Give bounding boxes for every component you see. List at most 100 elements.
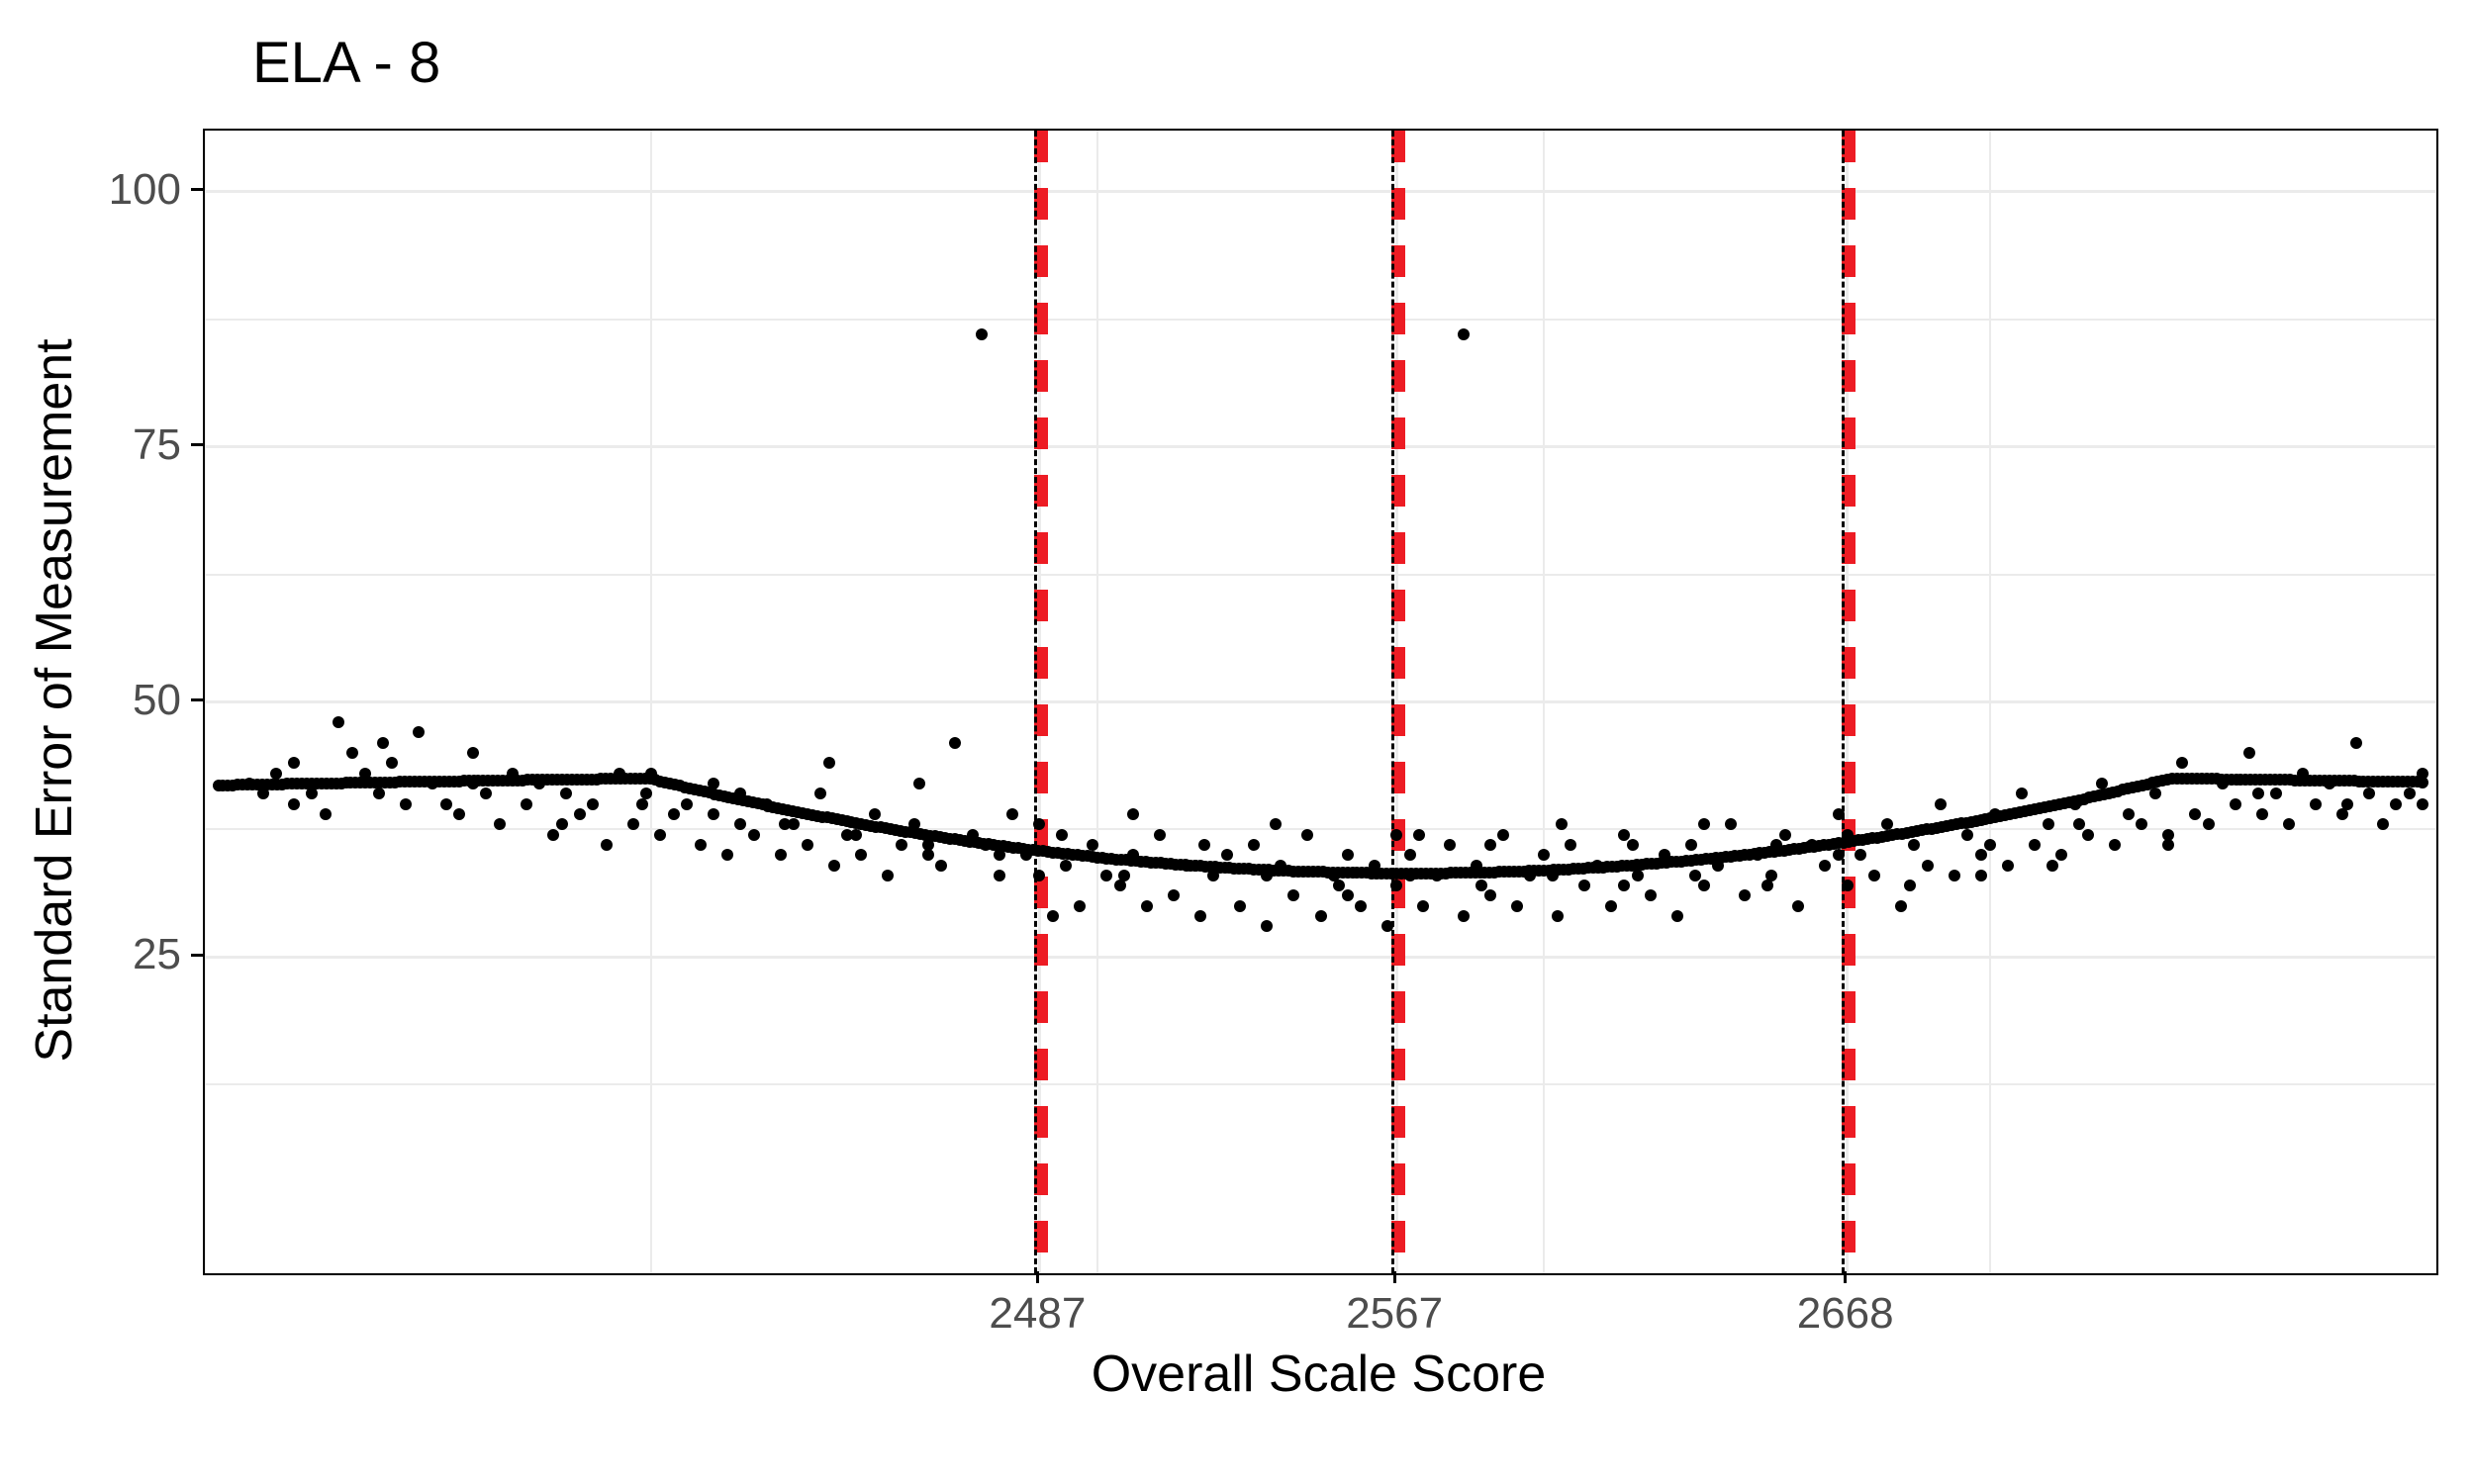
y-tick-label: 75	[133, 420, 181, 470]
data-point	[855, 849, 867, 861]
data-point	[1404, 870, 1416, 881]
data-point	[556, 818, 568, 830]
x-tick-mark	[1036, 1271, 1039, 1283]
data-point	[1547, 870, 1559, 881]
data-point	[1221, 849, 1233, 861]
data-point	[2297, 768, 2309, 780]
data-point	[1248, 839, 1260, 851]
data-point	[377, 737, 389, 749]
data-point	[1315, 910, 1327, 922]
data-point	[1552, 910, 1564, 922]
data-point	[2217, 778, 2229, 789]
data-point	[814, 788, 826, 799]
data-point	[2109, 839, 2121, 851]
data-point	[507, 768, 519, 780]
reference-line	[1034, 131, 1048, 1273]
data-point	[1712, 860, 1724, 872]
data-point	[1287, 889, 1299, 901]
data-point	[1578, 880, 1590, 891]
grid-line-horizontal	[205, 956, 2436, 959]
data-point	[1390, 880, 1402, 891]
data-point	[2341, 798, 2353, 810]
data-point	[2189, 808, 2201, 820]
data-point	[645, 768, 657, 780]
data-point	[1881, 818, 1893, 830]
data-point	[440, 798, 452, 810]
data-point	[1342, 849, 1354, 861]
data-point	[333, 716, 344, 728]
data-point	[1301, 829, 1313, 841]
data-point	[2162, 839, 2174, 851]
data-point	[1127, 849, 1139, 861]
data-point	[1556, 818, 1568, 830]
reference-line	[1842, 131, 1856, 1273]
data-point	[681, 798, 693, 810]
data-point	[1381, 920, 1393, 932]
data-point	[2149, 788, 2161, 799]
data-point	[1752, 849, 1763, 861]
data-point	[708, 808, 719, 820]
data-point	[2252, 788, 2264, 799]
data-point	[1770, 839, 1782, 851]
data-point	[734, 788, 746, 799]
data-point	[695, 839, 707, 851]
data-point	[908, 818, 920, 830]
data-point	[1404, 849, 1416, 861]
data-point	[2336, 808, 2348, 820]
data-point	[359, 768, 371, 780]
data-point	[2230, 798, 2241, 810]
data-point	[1154, 829, 1166, 841]
data-point	[288, 798, 300, 810]
grid-line-horizontal	[205, 190, 2436, 193]
data-point	[1698, 880, 1710, 891]
data-point	[775, 849, 787, 861]
x-tick-mark	[1844, 1271, 1847, 1283]
data-point	[1904, 880, 1916, 891]
data-point	[2136, 818, 2147, 830]
data-point	[1671, 910, 1683, 922]
data-point	[1471, 860, 1482, 872]
data-point	[1868, 870, 1880, 881]
data-point	[1685, 839, 1697, 851]
data-point	[270, 768, 282, 780]
data-point	[1984, 839, 1996, 851]
data-point	[320, 808, 332, 820]
data-point	[2390, 798, 2402, 810]
data-point	[467, 778, 479, 789]
data-point	[2046, 860, 2058, 872]
data-point	[980, 839, 992, 851]
data-point	[1444, 839, 1456, 851]
data-point	[1390, 829, 1402, 841]
data-point	[1618, 880, 1630, 891]
data-point	[1819, 860, 1831, 872]
data-point	[1922, 860, 1934, 872]
data-point	[1060, 860, 1072, 872]
data-point	[802, 839, 813, 851]
data-point	[413, 726, 425, 738]
data-point	[721, 849, 733, 861]
data-point	[521, 798, 532, 810]
y-tick-mark	[191, 188, 203, 191]
data-point	[1047, 910, 1059, 922]
data-point	[1935, 798, 1947, 810]
data-point	[922, 839, 934, 851]
data-point	[2363, 788, 2375, 799]
data-point	[1908, 839, 1920, 851]
data-point	[1087, 839, 1098, 851]
data-point	[1006, 808, 1018, 820]
data-point	[243, 778, 255, 789]
data-point	[2016, 788, 2028, 799]
data-point	[1792, 900, 1804, 912]
data-point	[547, 829, 559, 841]
data-point	[1198, 839, 1210, 851]
data-point	[2243, 747, 2255, 759]
data-point	[779, 818, 791, 830]
data-point	[1355, 900, 1367, 912]
data-point	[1605, 900, 1617, 912]
data-point	[1168, 889, 1180, 901]
data-point	[913, 778, 925, 789]
data-point	[2404, 788, 2416, 799]
data-point	[1975, 849, 1987, 861]
data-point	[2283, 818, 2295, 830]
data-point	[2417, 798, 2428, 810]
